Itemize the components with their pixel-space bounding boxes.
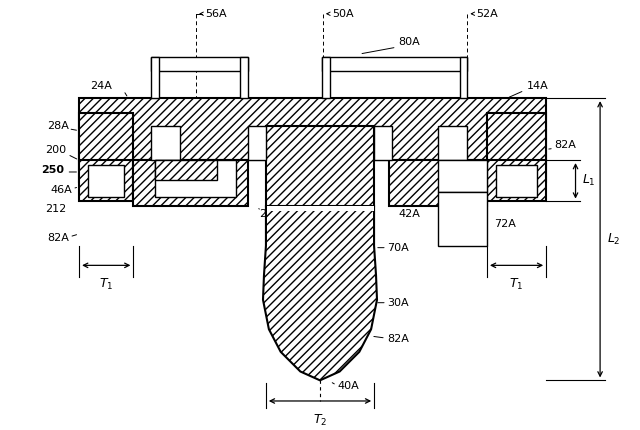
Text: 24A: 24A bbox=[90, 82, 111, 92]
Text: 82A: 82A bbox=[387, 334, 409, 344]
Bar bbox=[322, 57, 330, 98]
Bar bbox=[438, 160, 487, 192]
Bar bbox=[267, 206, 374, 211]
Bar bbox=[438, 192, 487, 246]
Text: 42A: 42A bbox=[399, 209, 420, 219]
Bar bbox=[88, 165, 124, 197]
Bar bbox=[133, 160, 248, 206]
Bar bbox=[241, 57, 248, 98]
Text: 250: 250 bbox=[42, 165, 65, 175]
Bar bbox=[487, 113, 546, 182]
Text: 30A: 30A bbox=[387, 298, 408, 308]
Text: 82A: 82A bbox=[554, 141, 576, 150]
Bar bbox=[151, 126, 180, 160]
Text: 206: 206 bbox=[259, 209, 280, 219]
Bar bbox=[248, 126, 266, 160]
Bar bbox=[388, 160, 487, 206]
Text: $T_1$: $T_1$ bbox=[99, 277, 113, 292]
Text: 50A: 50A bbox=[332, 9, 353, 19]
Bar bbox=[438, 126, 467, 160]
Text: 210: 210 bbox=[191, 177, 212, 187]
Bar bbox=[496, 165, 537, 197]
Text: 70A: 70A bbox=[387, 243, 408, 253]
Bar bbox=[460, 57, 467, 98]
Bar bbox=[322, 57, 467, 71]
Text: 212: 212 bbox=[45, 204, 67, 214]
Text: 32A: 32A bbox=[494, 170, 516, 180]
Bar bbox=[155, 160, 217, 180]
Text: 14A: 14A bbox=[526, 82, 548, 92]
Bar bbox=[79, 98, 546, 160]
Bar bbox=[151, 57, 159, 98]
Text: 26A: 26A bbox=[216, 61, 237, 71]
Text: 62A: 62A bbox=[399, 172, 420, 182]
Text: 28A: 28A bbox=[47, 121, 69, 131]
Text: 82A: 82A bbox=[47, 233, 69, 243]
Text: 56A: 56A bbox=[205, 9, 227, 19]
Text: 40A: 40A bbox=[338, 381, 360, 391]
Bar bbox=[155, 160, 236, 197]
Text: $T_1$: $T_1$ bbox=[509, 277, 524, 292]
Text: $T_2$: $T_2$ bbox=[313, 413, 327, 428]
Bar bbox=[374, 126, 392, 160]
Text: 46A: 46A bbox=[51, 184, 72, 195]
Bar bbox=[79, 113, 133, 182]
Bar bbox=[79, 160, 133, 202]
Polygon shape bbox=[263, 206, 377, 381]
Text: 200: 200 bbox=[45, 145, 67, 155]
Text: 52A: 52A bbox=[476, 9, 498, 19]
Bar bbox=[151, 57, 248, 71]
Text: $L_2$: $L_2$ bbox=[607, 232, 621, 247]
Text: 202: 202 bbox=[184, 200, 206, 209]
Text: 72A: 72A bbox=[494, 219, 516, 229]
Text: 80A: 80A bbox=[399, 37, 420, 47]
Text: $L_1$: $L_1$ bbox=[582, 173, 596, 188]
Bar bbox=[266, 126, 374, 206]
Bar bbox=[487, 160, 546, 202]
